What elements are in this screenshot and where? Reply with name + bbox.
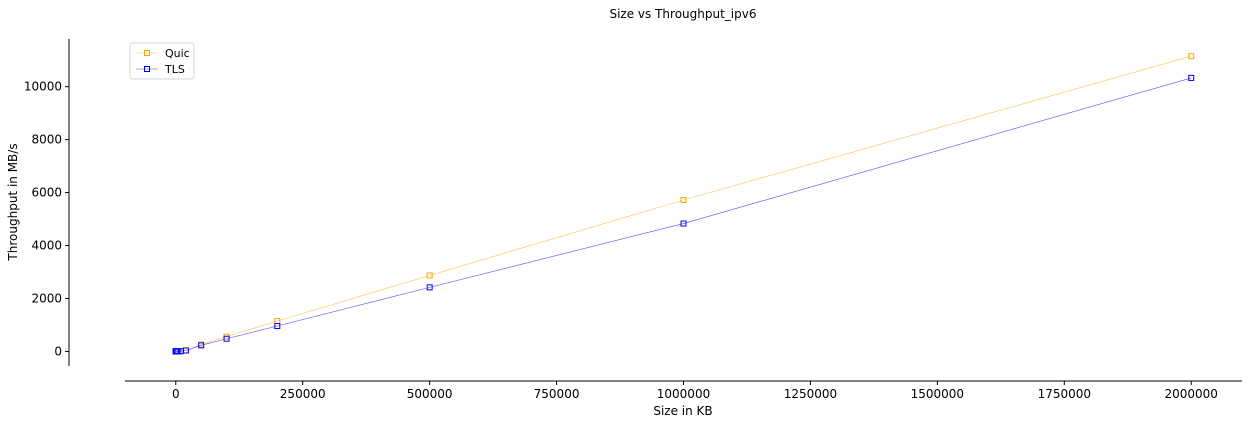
data-point-tls — [274, 323, 281, 330]
y-tick-label: 2000 — [31, 291, 62, 305]
data-point-quic — [1188, 53, 1195, 60]
x-tick-label: 1250000 — [784, 387, 837, 401]
y-ticks: 0 2000 4000 6000 8000 10000 — [24, 80, 69, 358]
x-tick-label: 1750000 — [1038, 387, 1091, 401]
legend-label-tls: TLS — [164, 63, 185, 76]
plot-points — [172, 53, 1195, 355]
y-axis-label: Throughput in MB/s — [6, 143, 20, 261]
x-ticks: 0 250000 500000 750000 1000000 1250000 1500000… — [172, 381, 1218, 401]
x-tick-label: 250000 — [280, 387, 326, 401]
x-axis-label: Size in KB — [653, 404, 712, 418]
data-point-tls — [680, 220, 687, 227]
series-line-quic — [175, 55, 1192, 352]
data-point-tls — [223, 335, 230, 342]
y-tick-label: 10000 — [24, 80, 62, 94]
x-tick-label: 2000000 — [1165, 387, 1218, 401]
data-point-quic — [680, 196, 687, 203]
legend-marker-tls — [144, 66, 150, 72]
series-line-tls — [175, 77, 1192, 352]
y-tick-label: 4000 — [31, 239, 62, 253]
data-point-tls — [182, 347, 189, 354]
plot-lines — [175, 55, 1192, 352]
legend-label-quic: Quic — [165, 47, 190, 60]
legend: Quic TLS — [129, 42, 195, 80]
x-tick-label: 750000 — [534, 387, 580, 401]
y-tick-label: 0 — [54, 344, 62, 358]
data-point-tls — [1188, 74, 1195, 81]
x-tick-label: 1500000 — [911, 387, 964, 401]
legend-box — [129, 42, 195, 80]
legend-marker-quic — [144, 50, 150, 56]
data-point-quic — [426, 272, 433, 279]
data-point-tls — [198, 342, 205, 349]
y-tick-label: 8000 — [31, 133, 62, 147]
x-tick-label: 1000000 — [657, 387, 710, 401]
x-tick-label: 500000 — [407, 387, 453, 401]
data-point-tls — [426, 284, 433, 291]
x-tick-label: 0 — [172, 387, 180, 401]
y-tick-label: 6000 — [31, 186, 62, 200]
chart-title: Size vs Throughput_ipv6 — [609, 7, 756, 21]
